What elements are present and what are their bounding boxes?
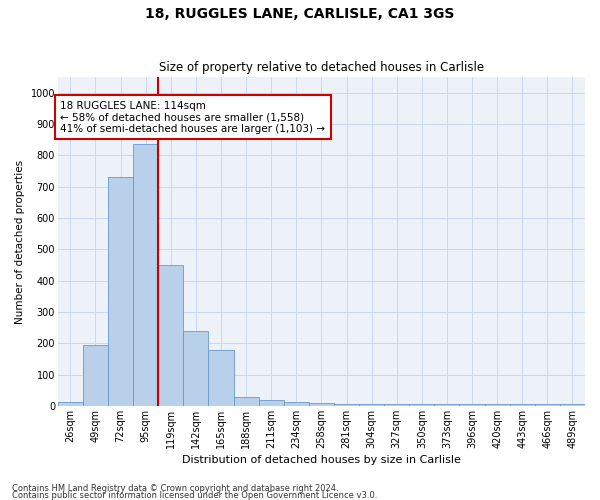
Text: Contains public sector information licensed under the Open Government Licence v3: Contains public sector information licen… (12, 490, 377, 500)
Bar (158, 265, 184, 406)
Text: 18, RUGGLES LANE, CARLISLE, CA1 3GS: 18, RUGGLES LANE, CARLISLE, CA1 3GS (145, 8, 455, 22)
Bar (108, 178, 133, 406)
Bar (284, 402, 309, 406)
Bar (334, 404, 359, 406)
Bar (83, 345, 108, 406)
Text: Contains HM Land Registry data © Crown copyright and database right 2024.: Contains HM Land Registry data © Crown c… (12, 484, 338, 493)
Text: 18 RUGGLES LANE: 114sqm
← 58% of detached houses are smaller (1,558)
41% of semi: 18 RUGGLES LANE: 114sqm ← 58% of detache… (61, 100, 325, 134)
Bar (460, 404, 485, 406)
Bar (208, 350, 233, 406)
Bar (434, 404, 460, 406)
Bar (233, 396, 259, 406)
Bar (259, 400, 284, 406)
Bar (509, 404, 535, 406)
Bar (184, 330, 208, 406)
Title: Size of property relative to detached houses in Carlisle: Size of property relative to detached ho… (159, 62, 484, 74)
Bar (409, 404, 434, 406)
Bar (535, 404, 560, 406)
Bar (58, 402, 83, 406)
Bar (485, 404, 509, 406)
X-axis label: Distribution of detached houses by size in Carlisle: Distribution of detached houses by size … (182, 455, 461, 465)
Y-axis label: Number of detached properties: Number of detached properties (15, 160, 25, 324)
Bar (560, 404, 585, 406)
Bar (359, 404, 384, 406)
Bar (309, 404, 334, 406)
Bar (384, 404, 409, 406)
Bar (133, 144, 158, 406)
